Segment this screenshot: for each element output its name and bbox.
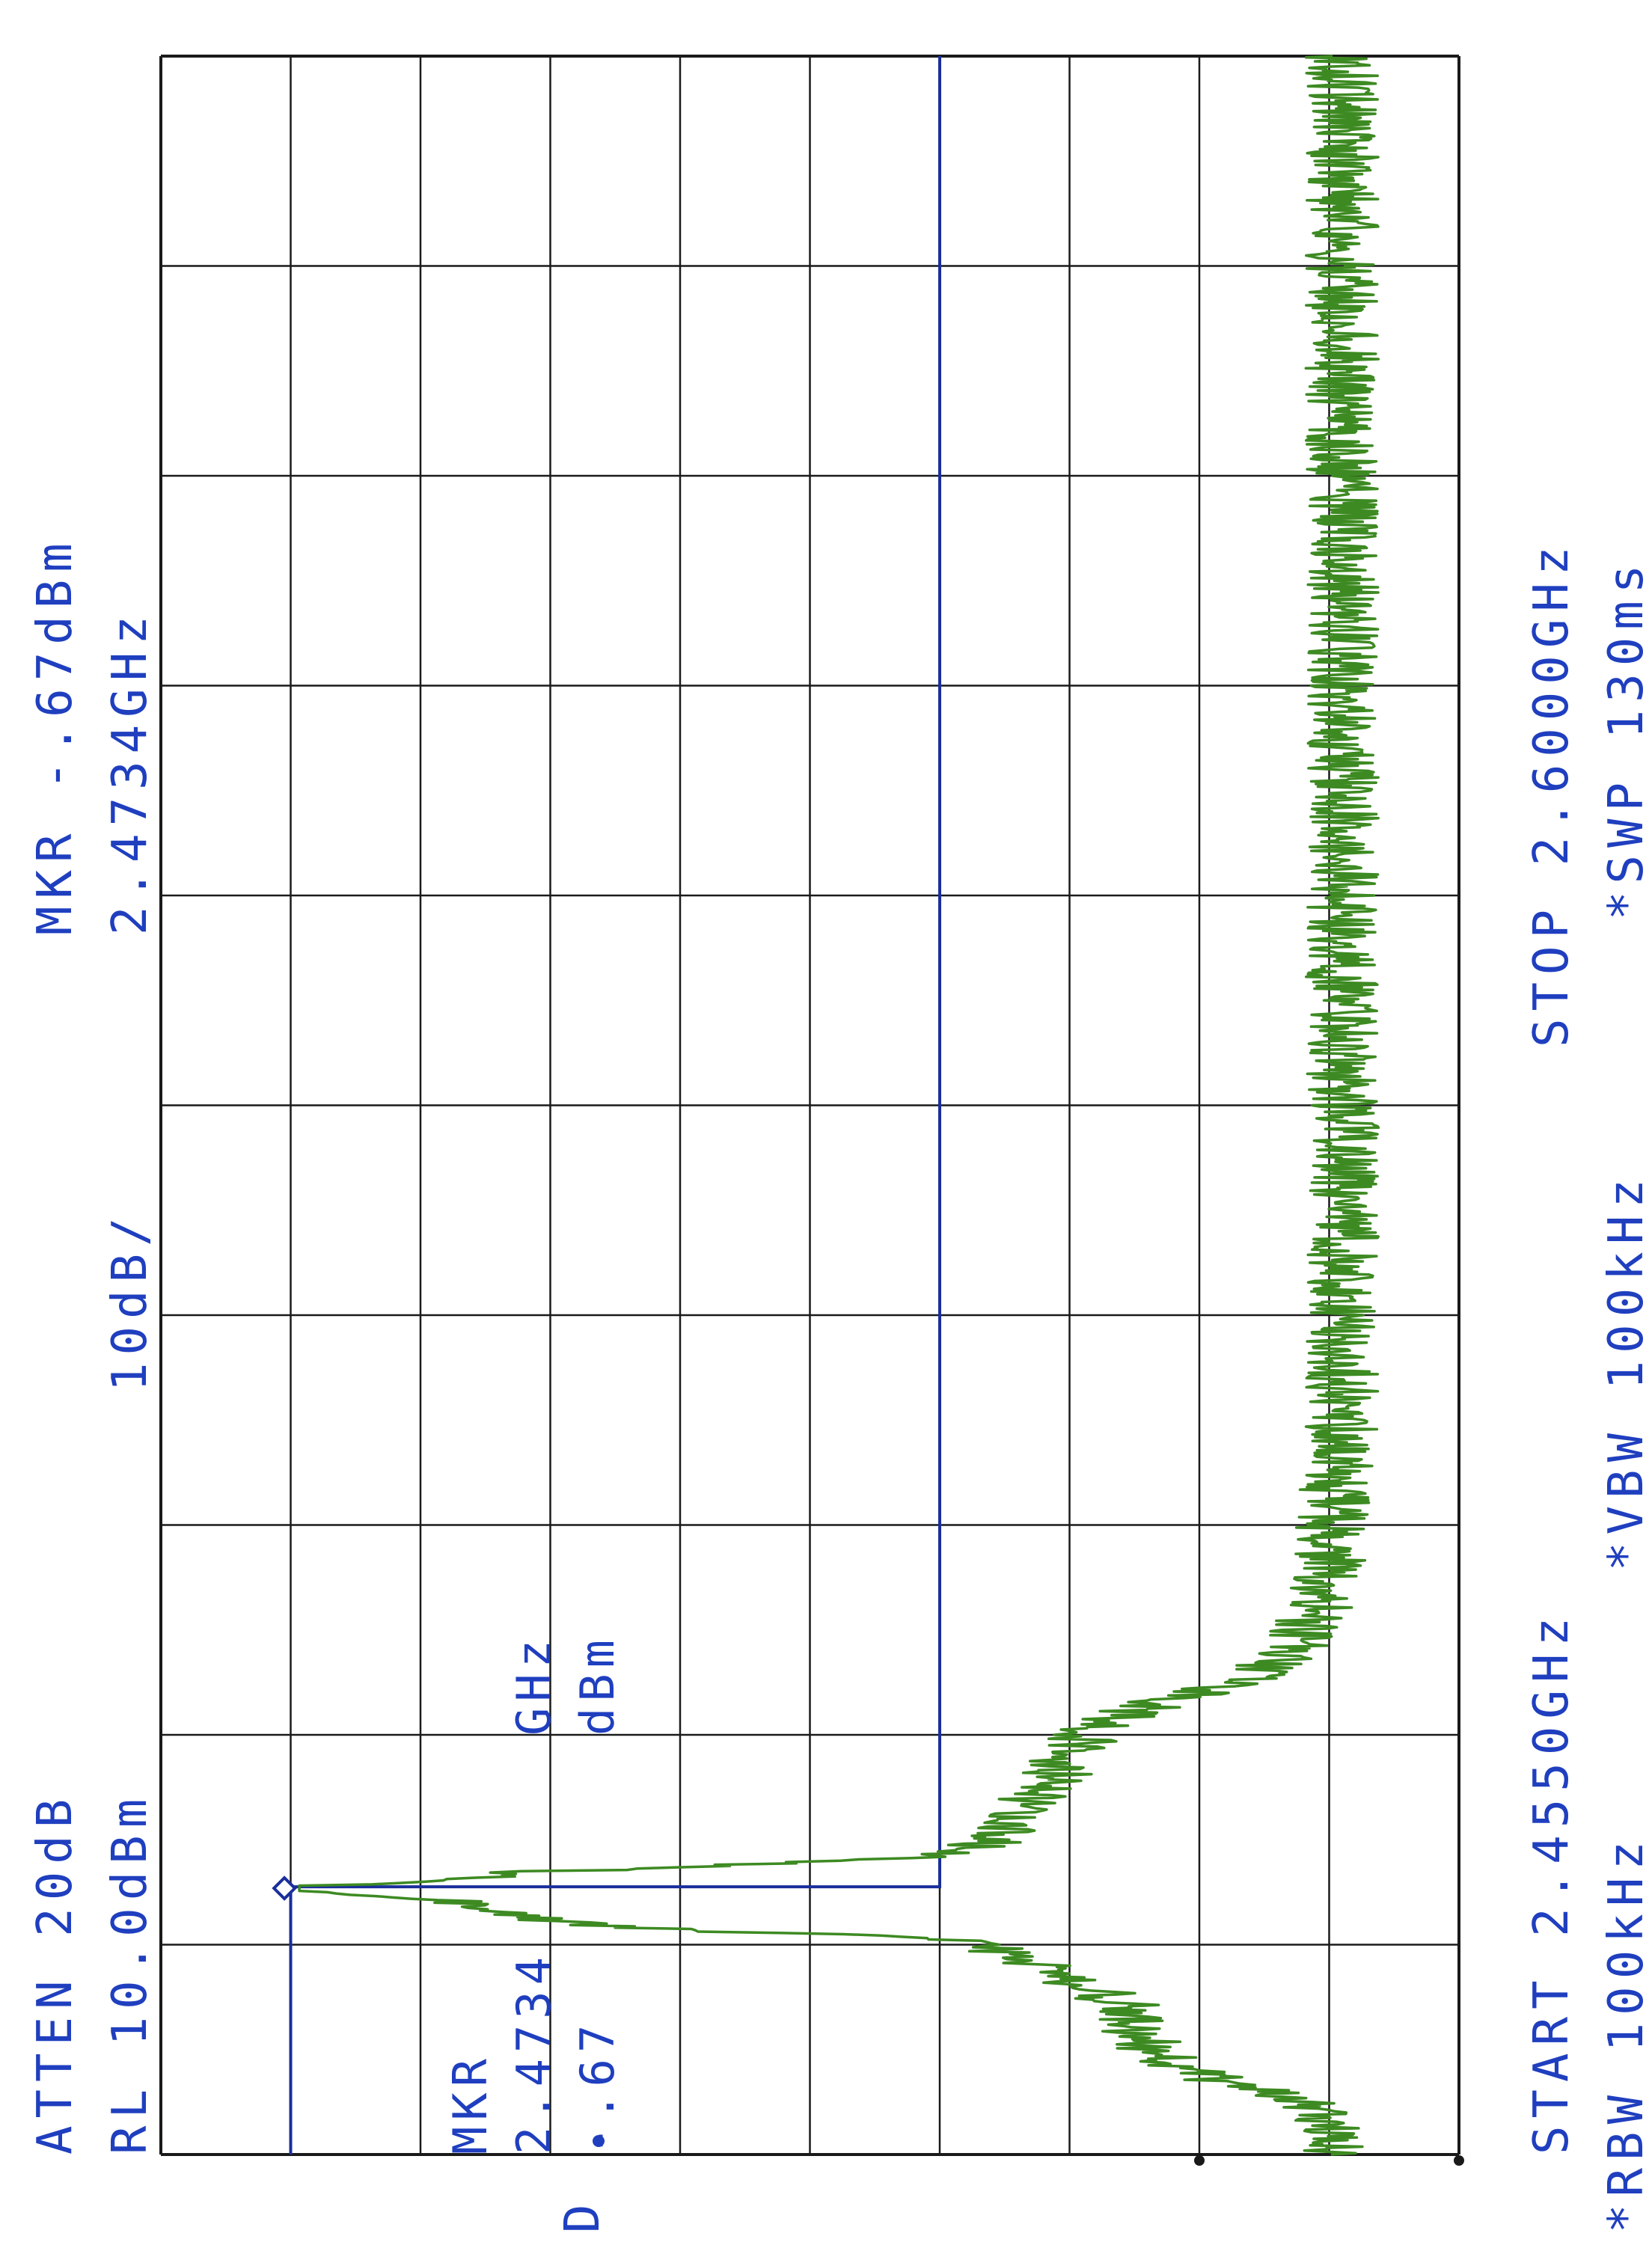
atten-label: ATTEN 20dB — [28, 1792, 83, 2155]
corner-dot — [1454, 2155, 1464, 2166]
display-limit-line — [289, 56, 941, 2155]
marker-box-frequency-unit: GHz — [507, 1634, 561, 1736]
marker-box-frequency: 2.4734 — [507, 1951, 561, 2155]
scale-label: 10dB/ — [103, 1210, 158, 1391]
ref-level-label: RL 10.0dBm — [103, 1792, 158, 2155]
marker-frequency-label: 2.4734GHz — [103, 608, 158, 935]
start-frequency-label: START 2.4550GHz — [1524, 1610, 1579, 2155]
corner-dot — [1194, 2155, 1205, 2166]
marker-box-label: MKR — [443, 2053, 498, 2155]
vbw-label: *VBW 100kHz — [1599, 1172, 1652, 1571]
rbw-label: *RBW 100kHz — [1599, 1834, 1652, 2233]
minus-dot — [593, 2135, 605, 2147]
marker-box-amplitude: -.67 — [570, 2019, 625, 2155]
marker-amplitude-label: MKR -.67dBm — [28, 536, 83, 935]
marker-diamond-icon — [272, 1875, 297, 1901]
marker-box-amplitude-unit: dBm — [570, 1634, 625, 1736]
display-line-label: D — [555, 2196, 611, 2233]
stop-frequency-label: STOP 2.6000GHz — [1524, 539, 1579, 1047]
spectrum-trace — [298, 55, 1380, 2156]
sweep-label: *SWP 130ms — [1599, 557, 1652, 920]
